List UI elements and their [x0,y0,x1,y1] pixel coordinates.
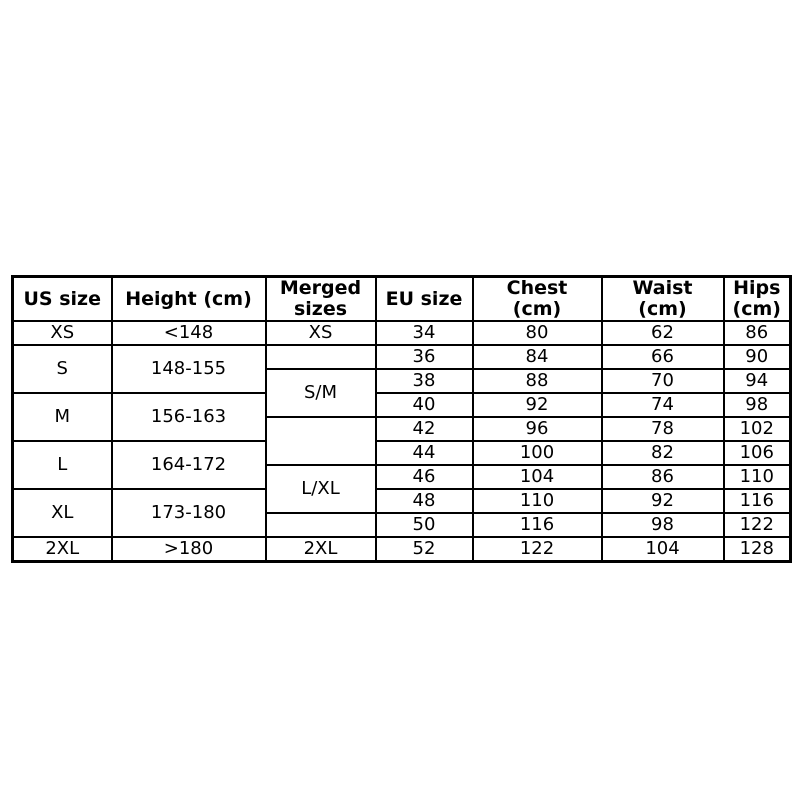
hips-cell: 86 [722,320,792,346]
waist-cell: 86 [600,464,725,490]
hips-cell: 90 [722,344,792,370]
chest-cell: 96 [471,416,603,442]
us-size-cell: S [11,344,113,394]
us-size-cell: M [11,392,113,442]
hips-cell: 116 [722,488,792,514]
chest-header: Chest (cm) [471,275,603,322]
hips-cell: 122 [722,512,792,538]
waist-cell: 92 [600,488,725,514]
waist-cell: 104 [600,536,725,563]
table-row: 2XL >180 2XL 52 122 104 128 [11,536,792,563]
eu-size-cell: 36 [374,344,474,370]
merged-size-cell: 2XL [264,536,377,563]
chest-cell: 80 [471,320,603,346]
hips-cell: 106 [722,440,792,466]
height-header: Height (cm) [110,275,267,322]
table-row: 42 96 78 102 [13,416,792,466]
table-row: S 148-155 36 84 66 90 [11,344,792,394]
height-cell: >180 [110,536,267,563]
waist-cell: 78 [600,416,725,442]
chest-cell: 88 [471,368,603,394]
chest-cell: 122 [471,536,603,563]
hips-cell: 128 [722,536,792,563]
table-row: M 156-163 40 92 74 98 [11,392,792,442]
waist-header: Waist (cm) [600,275,725,322]
hips-cell: 98 [722,392,792,418]
eu-size-cell: 38 [374,368,474,394]
eu-size-cell: 34 [374,320,474,346]
chest-cell: 100 [471,440,603,466]
table-row: XS <148 XS 34 80 62 86 [11,320,792,346]
size-chart-table: US size Height (cm) Merged sizes EU size… [11,275,792,563]
waist-cell: 74 [600,392,725,418]
table-row: S/M 38 88 70 94 [13,368,792,418]
us-size-cell: 2XL [11,536,113,563]
waist-cell: 66 [600,344,725,370]
eu-size-cell: 40 [374,392,474,418]
height-cell: 156-163 [110,392,267,442]
merged-size-cell: L/XL [264,464,377,514]
merged-size-cell: S/M [264,368,377,418]
height-cell: <148 [110,320,267,346]
waist-cell: 62 [600,320,725,346]
hips-cell: 94 [722,368,792,394]
chest-cell: 84 [471,344,603,370]
table-row: L/XL 46 104 86 110 [13,464,792,514]
chest-cell: 116 [471,512,603,538]
hips-cell: 102 [722,416,792,442]
waist-cell: 98 [600,512,725,538]
waist-cell: 70 [600,368,725,394]
chest-cell: 92 [471,392,603,418]
hips-header: Hips (cm) [722,275,792,322]
chest-cell: 104 [471,464,603,490]
us-size-cell: XS [11,320,113,346]
eu-size-cell: 44 [374,440,474,466]
waist-cell: 82 [600,440,725,466]
us-size-cell: L [11,440,113,490]
merged-size-cell [264,416,377,466]
eu-size-cell: 52 [374,536,474,563]
hips-cell: 110 [722,464,792,490]
us-size-cell: XL [11,488,113,538]
eu-size-cell: 46 [374,464,474,490]
height-cell: 148-155 [110,344,267,394]
us-size-header: US size [11,275,113,322]
height-cell: 164-172 [110,440,267,490]
table-header-row: US size Height (cm) Merged sizes EU size… [11,275,792,322]
merged-size-cell: XS [264,320,377,346]
merged-size-cell [264,512,377,538]
merged-size-cell [264,344,377,370]
eu-size-cell: 50 [374,512,474,538]
table-row: XL 173-180 48 110 92 116 [11,488,792,538]
chest-cell: 110 [471,488,603,514]
eu-size-header: EU size [374,275,474,322]
table-row: 50 116 98 122 [13,512,792,538]
merged-sizes-header: Merged sizes [264,275,377,322]
eu-size-cell: 48 [374,488,474,514]
eu-size-cell: 42 [374,416,474,442]
height-cell: 173-180 [110,488,267,538]
table-row: L 164-172 44 100 82 106 [11,440,792,490]
